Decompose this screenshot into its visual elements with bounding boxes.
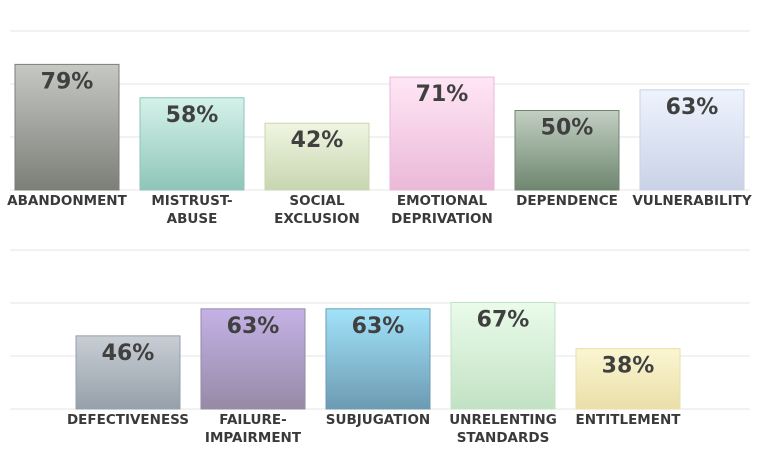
bar-unrelenting [450,301,556,410]
data-label: 79% [41,69,94,94]
bar-dependence [514,110,620,191]
data-label: 58% [166,103,219,128]
data-label: 63% [227,314,280,339]
chart-2: 46% DEFECTIVENESS 63% FAILURE-IMPAIRMENT 63%… [10,249,750,446]
bar-social [264,122,370,191]
category-label: EMOTIONAL DEPRIVATION [391,193,493,227]
category-label: ABANDONMENT [7,193,127,209]
bar-failure [200,308,306,410]
data-label: 67% [477,307,530,332]
category-label: UNRELENTING STANDARDS [449,412,557,446]
data-label: 63% [352,314,405,339]
category-label: VULNERABILITY [632,193,752,209]
data-label: 71% [416,82,469,107]
bar-defectiveness [75,335,181,410]
bar-mistrust [139,97,245,191]
bar-abandonment [14,63,120,191]
category-label: DEPENDENCE [516,193,618,209]
data-label: 50% [541,116,594,141]
chart-1: 79% ABANDONMENT 58% MISTRUST-ABUSE 42% SOCIAL… [7,30,752,227]
category-label: FAILURE-IMPAIRMENT [205,412,302,446]
category-label: SOCIAL EXCLUSION [274,193,360,227]
category-label: DEFECTIVENESS [67,412,189,428]
bar-entitlement [575,348,681,410]
category-label: SUBJUGATION [326,412,430,428]
bar-subjugation [325,308,431,410]
data-label: 63% [666,95,719,120]
bar-emotional [389,76,495,191]
category-label: MISTRUST-ABUSE [151,193,232,227]
data-label: 42% [291,128,344,153]
data-label: 38% [602,354,655,379]
bar-vulnerability [639,89,745,191]
data-label: 46% [102,341,155,366]
category-label: ENTITLEMENT [576,412,682,428]
